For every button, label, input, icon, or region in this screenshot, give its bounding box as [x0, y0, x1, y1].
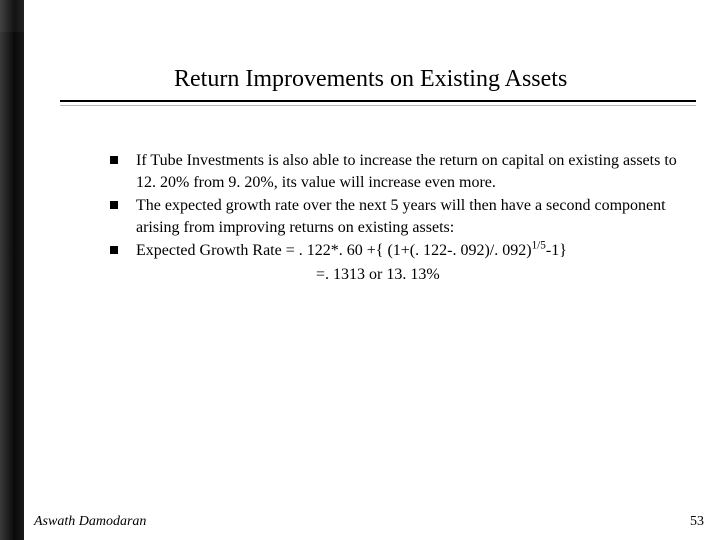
- bullet-item: The expected growth rate over the next 5…: [110, 195, 700, 238]
- formula-result: =. 1313 or 13. 13%: [136, 264, 700, 286]
- left-decorative-rail: [0, 0, 24, 540]
- bullet-item: Expected Growth Rate = . 122*. 60 +{ (1+…: [110, 240, 700, 262]
- body-area: If Tube Investments is also able to incr…: [110, 150, 700, 286]
- square-bullet-icon: [110, 246, 118, 254]
- bullet-item: If Tube Investments is also able to incr…: [110, 150, 700, 193]
- footer-author: Aswath Damodaran: [34, 514, 146, 530]
- slide-title: Return Improvements on Existing Assets: [174, 66, 720, 93]
- square-bullet-icon: [110, 201, 118, 209]
- title-area: Return Improvements on Existing Assets: [24, 66, 720, 93]
- formula-tail: -1}: [546, 242, 567, 259]
- bullet-text: The expected growth rate over the next 5…: [136, 195, 700, 238]
- title-underline: [60, 100, 696, 106]
- formula-exponent: 1/5: [532, 240, 546, 252]
- formula-main: Expected Growth Rate = . 122*. 60 +{ (1+…: [136, 242, 532, 259]
- square-bullet-icon: [110, 156, 118, 164]
- bullet-text: If Tube Investments is also able to incr…: [136, 150, 700, 193]
- bullet-text: Expected Growth Rate = . 122*. 60 +{ (1+…: [136, 240, 567, 262]
- footer-page-number: 53: [690, 514, 704, 530]
